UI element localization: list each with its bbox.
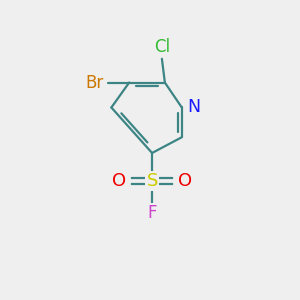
Text: N: N: [187, 98, 200, 116]
Text: S: S: [146, 172, 158, 190]
Text: F: F: [147, 204, 157, 222]
Text: O: O: [178, 172, 192, 190]
Text: O: O: [112, 172, 126, 190]
Text: Cl: Cl: [154, 38, 170, 56]
Text: Br: Br: [85, 74, 103, 92]
